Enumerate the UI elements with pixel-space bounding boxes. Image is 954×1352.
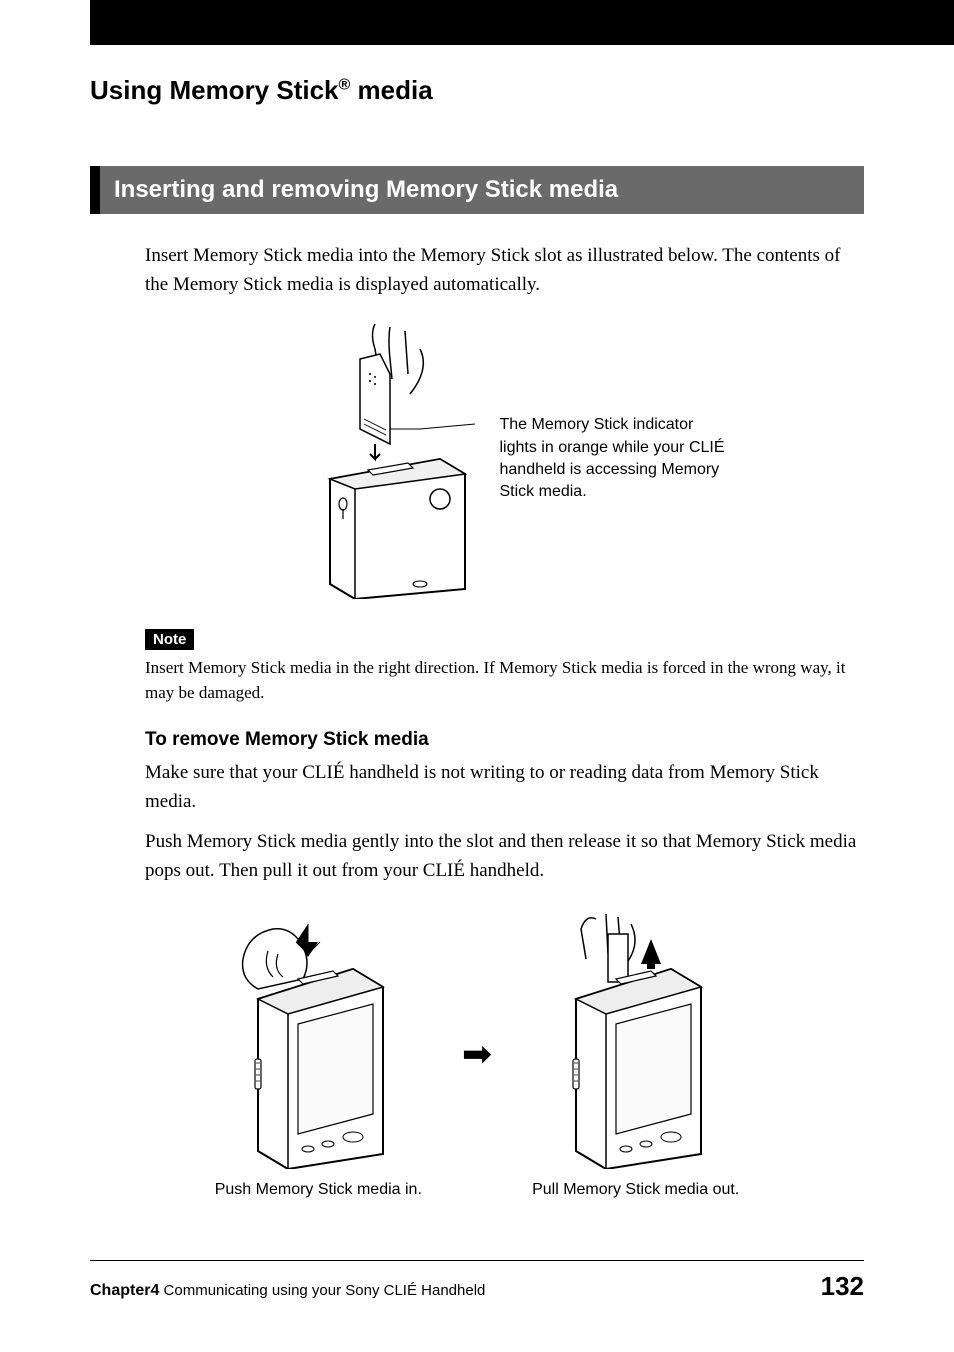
figure-pull: Pull Memory Stick media out. bbox=[532, 909, 739, 1199]
remove-p1: Make sure that your CLIÉ handheld is not… bbox=[145, 759, 864, 816]
title-suffix: media bbox=[350, 75, 432, 105]
chapter-label: Chapter4 bbox=[90, 1282, 159, 1299]
title-prefix: Using Memory Stick bbox=[90, 75, 339, 105]
push-caption: Push Memory Stick media in. bbox=[215, 1181, 422, 1199]
figure-push: Push Memory Stick media in. bbox=[215, 909, 422, 1199]
page-title: Using Memory Stick® media bbox=[90, 75, 864, 106]
page-footer: Chapter4 Communicating using your Sony C… bbox=[90, 1260, 864, 1302]
insert-illustration bbox=[280, 319, 480, 599]
indicator-caption: The Memory Stick indicator lights in ora… bbox=[500, 414, 730, 504]
registered-mark: ® bbox=[339, 76, 351, 93]
push-illustration bbox=[218, 909, 418, 1169]
page-content: Using Memory Stick® media Inserting and … bbox=[0, 75, 954, 1199]
intro-paragraph: Insert Memory Stick media into the Memor… bbox=[145, 242, 864, 299]
figure-remove-row: Push Memory Stick media in. ➡ bbox=[90, 909, 864, 1199]
figure-insert: The Memory Stick indicator lights in ora… bbox=[145, 319, 864, 599]
section-heading: Inserting and removing Memory Stick medi… bbox=[90, 166, 864, 214]
remove-heading: To remove Memory Stick media bbox=[145, 729, 864, 751]
note-text: Insert Memory Stick media in the right d… bbox=[145, 656, 864, 705]
arrow-right-icon: ➡ bbox=[462, 1033, 492, 1075]
header-bar bbox=[90, 0, 954, 45]
chapter-text: Communicating using your Sony CLIÉ Handh… bbox=[159, 1282, 485, 1299]
note-badge: Note bbox=[145, 629, 194, 650]
footer-chapter: Chapter4 Communicating using your Sony C… bbox=[90, 1282, 485, 1300]
pull-caption: Pull Memory Stick media out. bbox=[532, 1181, 739, 1199]
page-number: 132 bbox=[821, 1271, 864, 1302]
remove-p2: Push Memory Stick media gently into the … bbox=[145, 828, 864, 885]
pull-illustration bbox=[536, 909, 736, 1169]
